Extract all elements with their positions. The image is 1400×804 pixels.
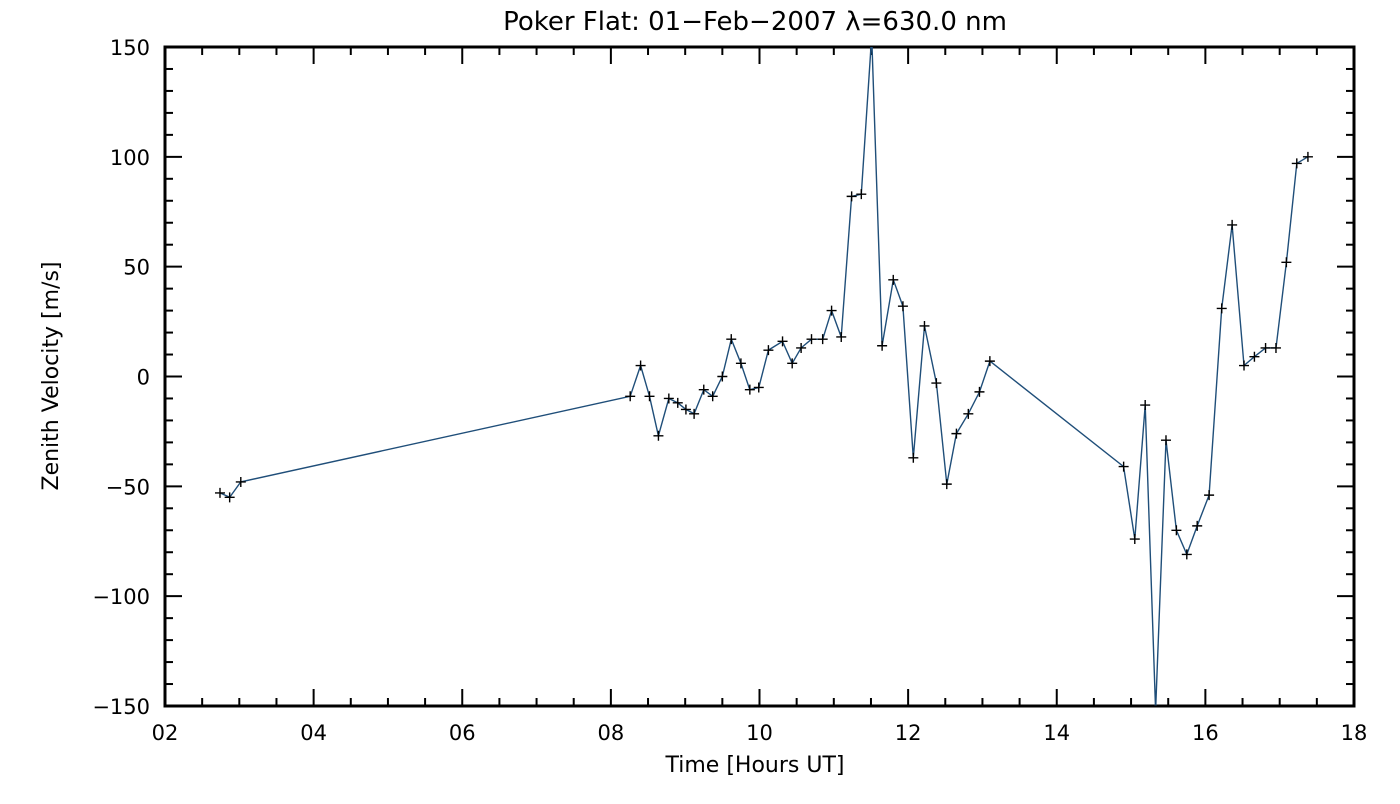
y-tick-label: 0 (137, 366, 150, 390)
data-point-marker (1129, 534, 1140, 545)
data-point-marker (796, 342, 807, 353)
data-point-marker (1281, 257, 1292, 268)
data-point-marker (717, 371, 728, 382)
data-point-marker (689, 408, 700, 419)
x-tick-label: 16 (1192, 721, 1219, 745)
y-tick-label: 50 (123, 256, 150, 280)
data-point-marker (672, 397, 683, 408)
data-point-marker (931, 378, 942, 389)
x-axis-title: Time [Hours UT] (665, 753, 845, 778)
data-point-marker (846, 191, 857, 202)
x-tick-label: 04 (300, 721, 327, 745)
data-point-marker (214, 487, 225, 498)
y-tick-label: −50 (106, 475, 150, 499)
data-point-marker (1192, 520, 1203, 531)
data-point-marker (707, 391, 718, 402)
y-tick-labels: −150 −100 −50 0 50 100 150 (92, 36, 150, 719)
data-point-marker (1249, 351, 1260, 362)
data-point-marker (753, 382, 764, 393)
data-point-marker (235, 476, 246, 487)
data-point-marker (1270, 342, 1281, 353)
data-point-marker (1260, 342, 1271, 353)
data-point-marker (919, 320, 930, 331)
data-point-marker (963, 408, 974, 419)
data-point-marker (1302, 151, 1313, 162)
y-tick-label: −100 (92, 585, 150, 609)
data-point-marker (817, 334, 828, 345)
data-point-marker (1204, 490, 1215, 501)
data-point-marker (1239, 360, 1250, 371)
data-point-marker (836, 331, 847, 342)
y-tick-label: 100 (110, 146, 150, 170)
data-point-marker (763, 345, 774, 356)
data-point-marker (908, 452, 919, 463)
data-point-marker (777, 336, 788, 347)
data-point-marker (888, 274, 899, 285)
x-tick-label: 06 (449, 721, 476, 745)
x-tick-label: 02 (152, 721, 179, 745)
data-point-marker (856, 189, 867, 200)
data-point-marker (735, 358, 746, 369)
x-tick-labels: 02 04 06 08 10 12 14 16 18 (152, 721, 1368, 745)
x-tick-label: 14 (1043, 721, 1070, 745)
data-point-marker (897, 301, 908, 312)
data-point-marker (744, 384, 755, 395)
data-point-marker (1160, 435, 1171, 446)
x-tick-label: 18 (1341, 721, 1368, 745)
data-point-marker (877, 340, 888, 351)
data-point-marker (974, 386, 985, 397)
data-point-marker (224, 492, 235, 503)
data-point-marker (941, 479, 952, 490)
data-point-marker (1216, 303, 1227, 314)
data-point-marker (951, 428, 962, 439)
plot-frame (163, 45, 1356, 708)
data-point-marker (1227, 219, 1238, 230)
data-point-marker (787, 358, 798, 369)
x-tick-label: 10 (746, 721, 773, 745)
tick-marks (164, 46, 1355, 707)
data-point-marker (644, 391, 655, 402)
series-line (219, 47, 1309, 706)
data-point-marker (826, 305, 837, 316)
y-tick-label: 150 (110, 36, 150, 60)
data-point-marker (1140, 400, 1151, 411)
data-point-marker (698, 384, 709, 395)
data-point-marker (663, 393, 674, 404)
chart-title: Poker Flat: 01−Feb−2007 λ=630.0 nm (503, 7, 1007, 37)
y-tick-label: −150 (92, 695, 150, 719)
data-point-marker (984, 356, 995, 367)
x-tick-label: 12 (895, 721, 922, 745)
data-point-marker (625, 391, 636, 402)
y-axis-title: Zenith Velocity [m/s] (39, 262, 64, 491)
data-point-marker (1171, 525, 1182, 536)
x-tick-label: 08 (598, 721, 625, 745)
data-point-marker (1181, 549, 1192, 560)
data-point-marker (635, 360, 646, 371)
data-point-marker (653, 430, 664, 441)
data-point-marker (680, 404, 691, 415)
data-point-marker (1118, 461, 1129, 472)
series-layer (214, 47, 1313, 706)
data-point-marker (1291, 158, 1302, 169)
data-point-marker (806, 334, 817, 345)
data-point-marker (726, 334, 737, 345)
